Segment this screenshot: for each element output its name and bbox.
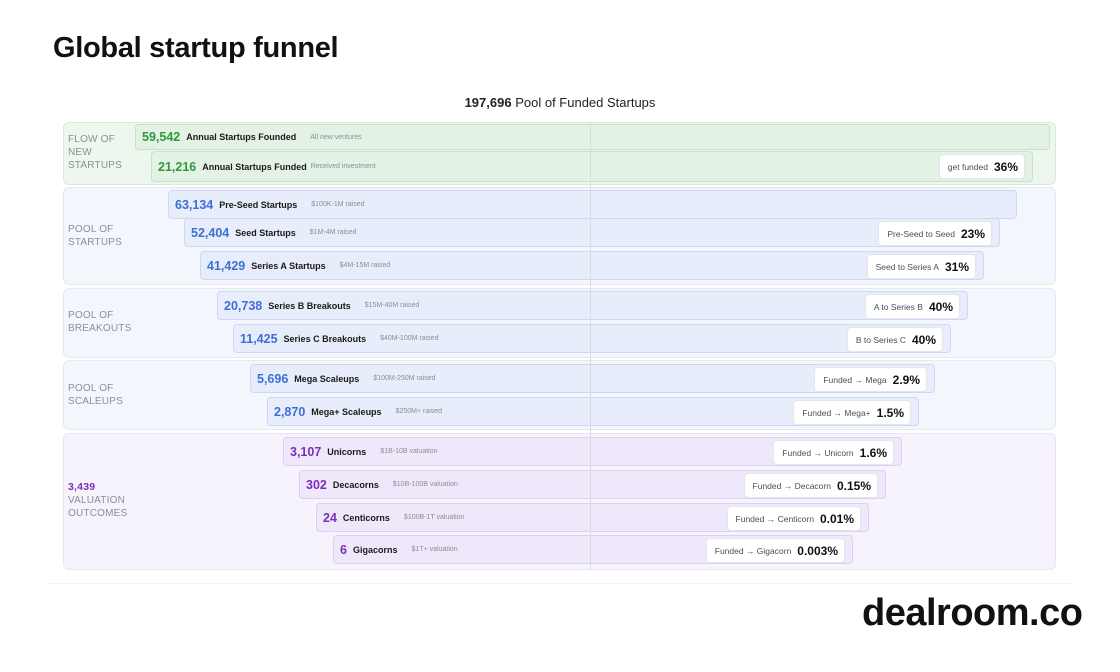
valuation-total: 3,439 [68, 481, 96, 493]
page-title: Global startup funnel [53, 32, 339, 64]
center-axis-line [590, 122, 591, 570]
funnel-row: 6 Gigacorns $1T+ valuation Funded → Giga… [333, 535, 853, 564]
section-label-pool-startups: POOL OF STARTUPS [68, 224, 123, 248]
bottom-divider [50, 583, 1070, 584]
conversion-badge: Funded → Unicorn 1.6% [773, 440, 894, 465]
section-label-valuation: 3,439 VALUATION OUTCOMES [68, 481, 148, 520]
pool-total-label: Pool of Funded Startups [515, 95, 656, 110]
dealroom-logo: dealroom.co [862, 592, 1083, 634]
section-label-flow: FLOW OF NEW STARTUPS [68, 134, 123, 171]
funnel-row: 59,542 Annual Startups Founded All new v… [135, 124, 1050, 150]
funnel-row: 11,425 Series C Breakouts $40M-100M rais… [233, 324, 951, 353]
funnel-row: 3,107 Unicorns $1B-10B valuation Funded … [283, 437, 902, 466]
section-label-pool-scaleups: POOL OF SCALEUPS [68, 383, 123, 407]
conversion-badge: Funded → Centicorn 0.01% [726, 506, 861, 531]
funnel-row: 20,738 Series B Breakouts $15M-40M raise… [217, 291, 968, 320]
funnel-row: 52,404 Seed Startups $1M-4M raised Pre-S… [184, 218, 1000, 247]
pool-total-header: 197,696 Pool of Funded Startups [0, 95, 1120, 110]
conversion-badge: Funded → Decacorn 0.15% [743, 473, 878, 498]
funnel-row: 2,870 Mega+ Scaleups $250M+ raised Funde… [267, 397, 919, 426]
funnel-row: 63,134 Pre-Seed Startups $100K-1M raised [168, 190, 1017, 219]
funnel-row: 21,216 Annual Startups Funded Received i… [151, 151, 1033, 182]
conversion-badge: Funded → Gigacorn 0.003% [705, 538, 845, 563]
conversion-badge: Seed to Series A 31% [866, 254, 976, 279]
conversion-badge: get funded 36% [938, 154, 1025, 179]
conversion-badge: A to Series B 40% [864, 294, 960, 319]
funnel-row: 24 Centicorns $100B-1T valuation Funded … [316, 503, 869, 532]
section-label-pool-breakouts: POOL OF BREAKOUTS [68, 310, 132, 334]
funnel-row: 5,696 Mega Scaleups $100M-250M raised Fu… [250, 364, 935, 393]
conversion-badge: Funded → Mega+ 1.5% [793, 400, 911, 425]
conversion-badge: Pre-Seed to Seed 23% [878, 221, 992, 246]
conversion-badge: Funded → Mega 2.9% [814, 367, 927, 392]
pool-total-value: 197,696 [464, 95, 512, 110]
funnel-row: 41,429 Series A Startups $4M-15M raised … [200, 251, 984, 280]
conversion-badge: B to Series C 40% [846, 327, 943, 352]
funnel-row: 302 Decacorns $10B-100B valuation Funded… [299, 470, 886, 499]
